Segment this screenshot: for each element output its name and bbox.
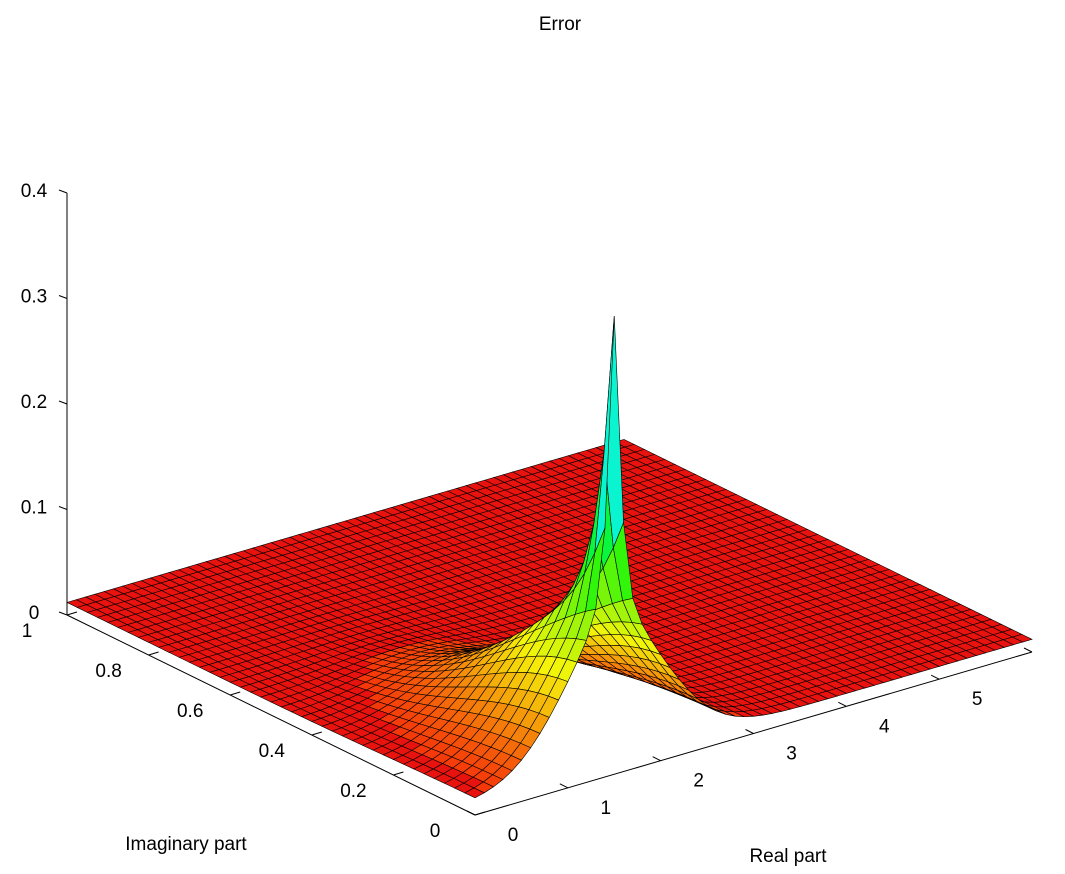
tick-mark xyxy=(931,675,939,679)
y-tick-label: 0.4 xyxy=(259,741,286,762)
tick-mark xyxy=(67,612,77,615)
y-tick-label: 0.8 xyxy=(95,661,121,682)
tick-mark xyxy=(59,401,67,404)
tick-mark xyxy=(230,692,240,695)
y-tick-label: 0.6 xyxy=(177,701,203,722)
tick-mark xyxy=(746,730,754,734)
tick-mark xyxy=(59,190,67,193)
tick-mark xyxy=(1024,648,1032,652)
x-tick-label: 5 xyxy=(972,689,983,710)
y-tick-label: 1 xyxy=(22,621,33,642)
x-tick-label: 2 xyxy=(693,771,704,792)
z-tick-label: 0.1 xyxy=(21,498,47,519)
z-tick-label: 0.3 xyxy=(21,287,47,308)
x-tick-label: 1 xyxy=(601,798,612,819)
y-tick-label: 0 xyxy=(430,821,441,842)
z-tick-label: 0.4 xyxy=(21,181,48,202)
tick-mark xyxy=(59,507,67,510)
tick-mark xyxy=(312,732,322,735)
tick-mark xyxy=(467,811,475,815)
tick-mark xyxy=(59,612,67,615)
y-tick-label: 0.2 xyxy=(340,781,366,802)
x-axis-label: Real part xyxy=(749,846,827,867)
tick-mark xyxy=(59,296,67,299)
z-tick-label: 0 xyxy=(29,603,40,624)
tick-mark xyxy=(475,812,485,815)
tick-mark xyxy=(393,772,403,775)
tick-mark xyxy=(653,757,661,761)
chart-title: Error xyxy=(539,14,582,35)
z-tick-label: 0.2 xyxy=(21,392,47,413)
tick-mark xyxy=(560,784,568,788)
y-axis-label: Imaginary part xyxy=(125,834,247,855)
tick-mark xyxy=(149,652,159,655)
tick-mark xyxy=(838,702,846,706)
x-tick-label: 3 xyxy=(786,744,797,765)
x-tick-label: 4 xyxy=(879,716,890,737)
x-tick-label: 0 xyxy=(508,825,519,846)
